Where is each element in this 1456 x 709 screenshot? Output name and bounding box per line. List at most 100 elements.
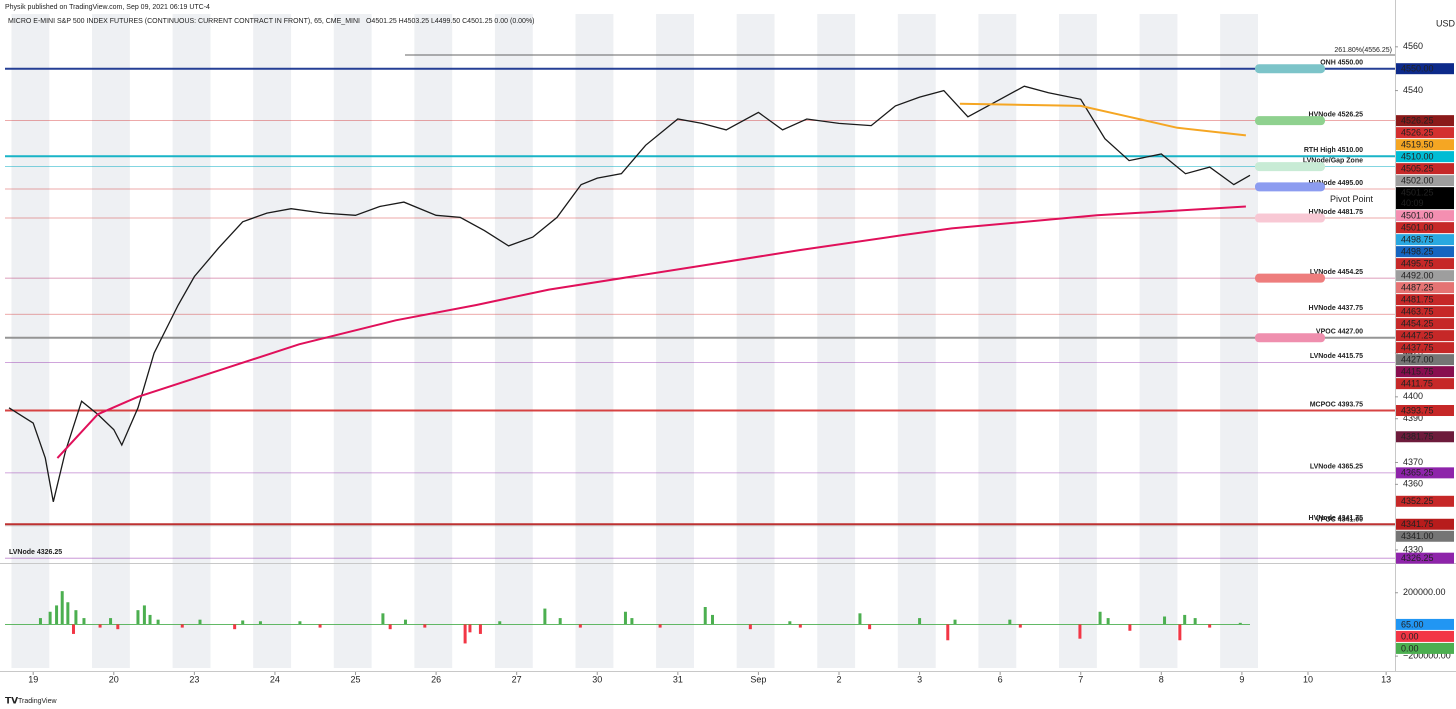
level-label: HVNode 4437.75 — [1309, 305, 1364, 312]
price-tag — [1396, 294, 1454, 306]
price-line — [959, 102, 1247, 137]
delta-bar — [1098, 611, 1102, 625]
price-tag-label: 4501.00 — [1401, 211, 1434, 221]
delta-bar — [55, 605, 59, 625]
price-tag — [1396, 330, 1454, 342]
price-tag — [1396, 163, 1454, 175]
zone — [1255, 213, 1325, 223]
price-tag — [1396, 210, 1454, 222]
delta-bar — [60, 591, 64, 625]
price-tag — [1396, 354, 1454, 366]
price-tag-label: 4487.25 — [1401, 283, 1434, 293]
countdown: 40:09 — [1401, 198, 1424, 208]
zone — [1255, 64, 1325, 74]
price-tag-label: 4501.25 — [1401, 188, 1434, 198]
delta-bar — [748, 624, 752, 630]
delta-bar — [1163, 616, 1167, 625]
price-tag — [1396, 127, 1454, 139]
price-tag — [1396, 431, 1454, 443]
delta-bar — [953, 619, 957, 625]
session-band — [1220, 14, 1259, 668]
price-tag-label: 4463.75 — [1401, 307, 1434, 317]
delta-bar — [868, 624, 872, 630]
x-tick-label: 23 — [189, 674, 199, 684]
x-tick-label: 24 — [270, 674, 280, 684]
delta-bar — [558, 618, 562, 625]
level-label: LVNode/Gap Zone — [1303, 157, 1363, 164]
x-tick-label: 9 — [1239, 674, 1244, 684]
x-tick-label: 8 — [1159, 674, 1164, 684]
session-band — [414, 14, 453, 668]
level-label: LVNode 4326.25 — [9, 549, 62, 556]
delta-bar — [498, 621, 502, 625]
delta-bar — [630, 618, 634, 625]
price-tag-label: 4454.25 — [1401, 319, 1434, 329]
zone — [1255, 116, 1325, 126]
level-label: LVNode 4415.75 — [1310, 353, 1363, 360]
y-tick-label: 4540 — [1403, 85, 1423, 95]
delta-bar — [1078, 624, 1082, 639]
delta-bar — [298, 621, 302, 625]
price-tag-label: 4519.50 — [1401, 140, 1434, 150]
price-tag-label: 4341.00 — [1401, 531, 1434, 541]
y-tick-label: 4400 — [1403, 391, 1423, 401]
price-tag — [1396, 518, 1454, 530]
price-tag-label: 0.00 — [1401, 643, 1419, 653]
delta-bar — [71, 624, 75, 634]
x-tick-label: 13 — [1381, 674, 1391, 684]
price-tag-label: 4393.75 — [1401, 405, 1434, 415]
level-label: LVNode 4454.25 — [1310, 269, 1363, 276]
session-band — [1058, 14, 1097, 668]
x-tick-label: 3 — [917, 674, 922, 684]
fib-label: 261.80%(4556.25) — [1334, 47, 1392, 54]
price-tag-label: 4437.75 — [1401, 343, 1434, 353]
session-band — [817, 14, 856, 668]
price-tag-label: 4526.25 — [1401, 116, 1434, 126]
delta-bar — [788, 621, 792, 625]
delta-bar — [1193, 618, 1197, 625]
delta-bar — [241, 620, 245, 625]
delta-bar — [116, 624, 120, 630]
delta-bar — [258, 621, 262, 625]
session-band — [1139, 14, 1178, 668]
price-tag-label: 4510.00 — [1401, 152, 1434, 162]
delta-bar — [1128, 624, 1132, 631]
delta-bar — [1018, 624, 1022, 628]
delta-bar — [710, 614, 714, 625]
level-label: HVNode 4495.00 — [1309, 180, 1364, 187]
x-tick-label: 25 — [351, 674, 361, 684]
level-label: VPOC 4341.00 — [1316, 517, 1363, 524]
delta-bar — [180, 624, 184, 628]
price-tag-label: 4498.75 — [1401, 235, 1434, 245]
session-band — [92, 14, 130, 668]
y-tick-label: 4390 — [1403, 413, 1423, 423]
price-tag — [1396, 642, 1454, 654]
price-tag-label: 4492.00 — [1401, 271, 1434, 281]
price-tag-label: 4411.75 — [1401, 379, 1433, 389]
price-tag-label: 4326.25 — [1401, 553, 1434, 563]
delta-bar — [403, 619, 407, 625]
price-tag — [1396, 552, 1454, 564]
x-tick-label: 7 — [1078, 674, 1083, 684]
delta-bar — [798, 624, 802, 628]
price-tag — [1396, 115, 1454, 127]
price-tag — [1396, 495, 1454, 507]
delta-bar — [318, 624, 322, 628]
price-tag-label: 4481.75 — [1401, 295, 1434, 305]
delta-bar — [48, 611, 52, 625]
zone-label-bg — [1327, 192, 1385, 206]
price-tag-label: 4505.25 — [1401, 164, 1434, 174]
x-tick-label: 31 — [673, 674, 683, 684]
delta-bar — [946, 624, 950, 641]
delta-bar — [463, 624, 467, 644]
session-band — [253, 14, 292, 668]
price-tag-label: 0.00 — [1401, 631, 1419, 641]
x-tick-label: Sep — [750, 674, 766, 684]
zone — [1255, 273, 1325, 283]
tv-logo: 𝗧𝗩 — [5, 695, 18, 705]
price-tag — [1396, 342, 1454, 354]
price-tag — [1396, 234, 1454, 246]
y-tick-label: 4360 — [1403, 479, 1423, 489]
delta-bar — [543, 608, 547, 625]
